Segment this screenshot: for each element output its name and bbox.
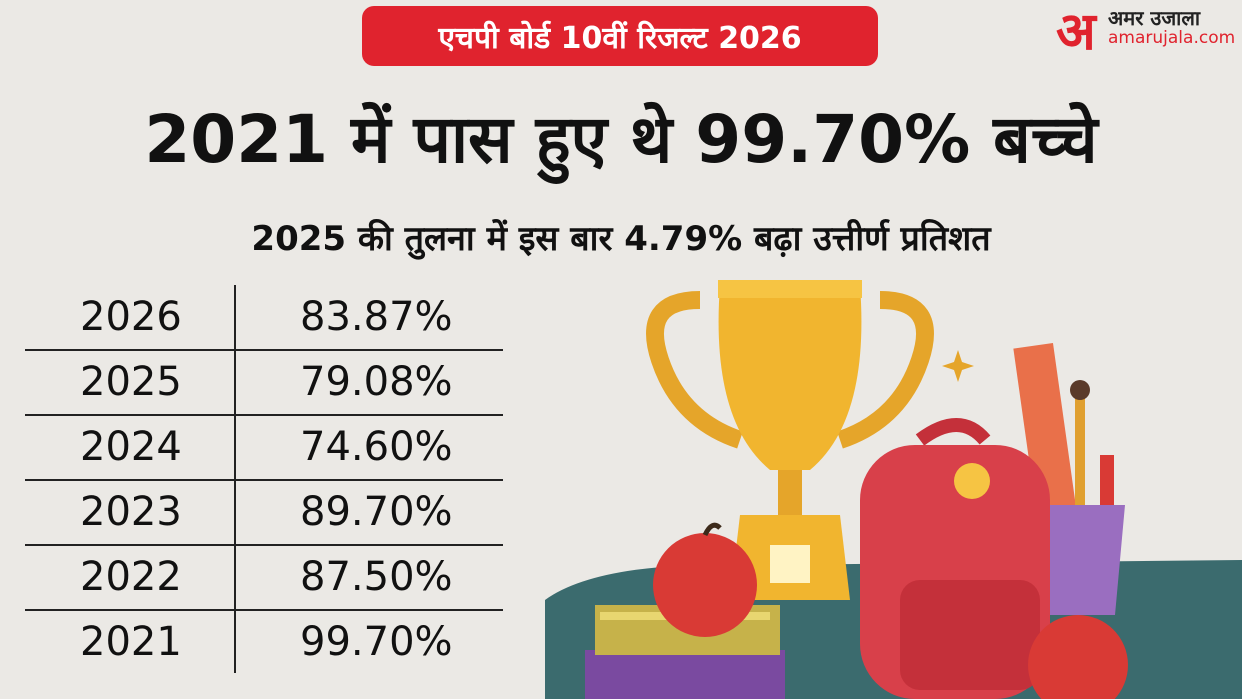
- percent-cell: 89.70%: [300, 489, 453, 535]
- row-divider: [25, 479, 503, 481]
- year-cell: 2023: [80, 489, 182, 535]
- row-divider: [25, 414, 503, 416]
- title: 2021 में पास हुए थे 99.70% बच्चे: [144, 101, 1098, 178]
- subtitle: 2025 की तुलना में इस बार 4.79% बढ़ा उत्त…: [251, 219, 991, 259]
- year-cell: 2024: [80, 424, 182, 470]
- percent-cell: 74.60%: [300, 424, 453, 470]
- year-cell: 2021: [80, 619, 182, 665]
- badge: एचपी बोर्ड 10वीं रिजल्ट 2026: [362, 6, 878, 66]
- logo-site: amarujala.com: [1108, 28, 1236, 48]
- year-cell: 2025: [80, 359, 182, 405]
- logo-name: अमर उजाला: [1108, 6, 1201, 30]
- logo-mark: अ: [1056, 2, 1096, 62]
- year-cell: 2022: [80, 554, 182, 600]
- row-divider: [25, 544, 503, 546]
- row-divider: [25, 349, 503, 351]
- percent-cell: 99.70%: [300, 619, 453, 665]
- percent-cell: 79.08%: [300, 359, 453, 405]
- row-divider: [25, 609, 503, 611]
- year-cell: 2026: [80, 294, 182, 340]
- percent-cell: 83.87%: [300, 294, 453, 340]
- percent-cell: 87.50%: [300, 554, 453, 600]
